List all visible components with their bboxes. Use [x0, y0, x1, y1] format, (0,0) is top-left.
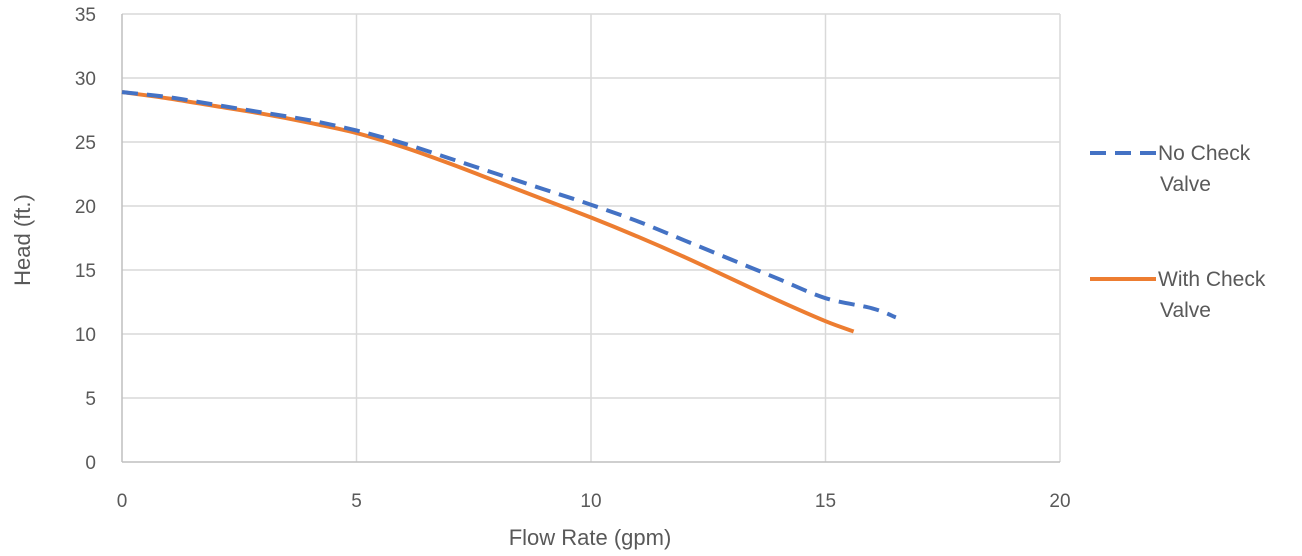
x-tick-label: 5: [351, 491, 362, 512]
y-tick-label: 10: [75, 325, 96, 346]
y-tick-label: 5: [85, 389, 96, 410]
x-tick-label: 15: [815, 491, 836, 512]
y-tick-label: 15: [75, 261, 96, 282]
x-tick-label: 0: [117, 491, 128, 512]
legend-label-with-check-valve: With Check Valve: [1158, 268, 1266, 322]
x-tick-label: 10: [580, 491, 601, 512]
y-tick-label: 0: [85, 453, 96, 474]
y-tick-label: 20: [75, 197, 96, 218]
tick-labels: 0 5 10 15 20 25 30 35 0 5 10 15 20: [75, 5, 1071, 512]
series-line-no-check-valve: [121, 90, 897, 320]
axes: [121, 14, 1060, 463]
y-tick-label: 25: [75, 133, 96, 154]
legend: No Check Valve With Check Valve: [1090, 142, 1266, 322]
y-axis-title: Head (ft.): [10, 194, 35, 286]
gridlines: [122, 13, 1061, 462]
y-tick-label: 30: [75, 69, 96, 90]
series-line-with-check-valve: [121, 90, 855, 334]
x-tick-label: 20: [1049, 491, 1070, 512]
y-tick-label: 35: [75, 5, 96, 26]
data-series: [121, 90, 897, 334]
x-axis-title: Flow Rate (gpm): [509, 525, 672, 550]
legend-label-no-check-valve: No Check Valve: [1158, 142, 1251, 196]
